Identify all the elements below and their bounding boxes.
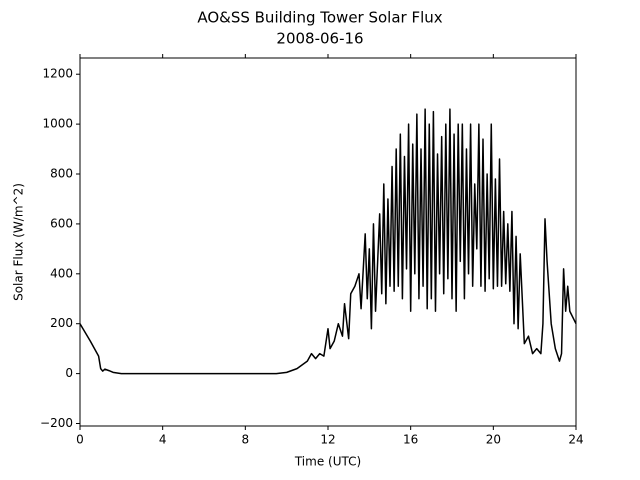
y-tick-label: 1200 — [42, 67, 73, 81]
plot-frame — [79, 57, 577, 427]
x-tick-label: 12 — [320, 433, 335, 447]
y-tick-label: 600 — [50, 216, 73, 230]
x-tick-label: 20 — [486, 433, 501, 447]
y-tick-label: −200 — [40, 416, 73, 430]
y-tick-label: 1000 — [42, 117, 73, 131]
y-tick-label: 200 — [50, 316, 73, 330]
chart-subtitle: 2008-06-16 — [276, 30, 363, 48]
x-tick-label: 16 — [403, 433, 418, 447]
x-axis-label: Time (UTC) — [294, 455, 361, 469]
y-tick-label: 400 — [50, 266, 73, 280]
x-tick-label: 24 — [568, 433, 583, 447]
x-tick-label: 0 — [76, 433, 84, 447]
chart-title: AO&SS Building Tower Solar Flux — [197, 9, 442, 27]
x-tick-label: 8 — [242, 433, 250, 447]
y-tick-label: 0 — [65, 366, 73, 380]
y-tick-label: 800 — [50, 167, 73, 181]
x-tick-label: 4 — [159, 433, 167, 447]
data-line — [79, 108, 577, 375]
y-axis-label: Solar Flux (W/m^2) — [12, 183, 26, 301]
